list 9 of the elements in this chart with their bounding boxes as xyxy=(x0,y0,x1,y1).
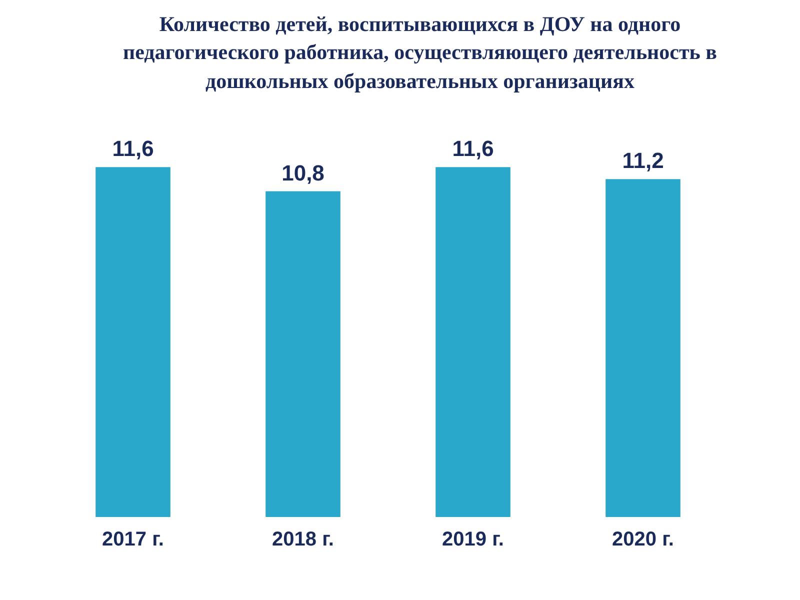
data-label: 11,2 xyxy=(622,148,664,174)
x-tick-label: 2019 г. xyxy=(442,528,504,551)
data-label: 11,6 xyxy=(452,136,494,162)
data-label: 11,6 xyxy=(112,136,154,162)
chart-title: Количество детей, воспитывающихся в ДОУ на одного педагогического работника, осуществляющего деятельность в дошкольных образовательных организациях xyxy=(122,11,718,95)
x-tick-label: 2020 г. xyxy=(612,528,674,551)
x-tick-label: 2017 г. xyxy=(102,528,164,551)
x-tick-label: 2018 г. xyxy=(272,528,334,551)
data-label: 10,8 xyxy=(282,160,324,186)
